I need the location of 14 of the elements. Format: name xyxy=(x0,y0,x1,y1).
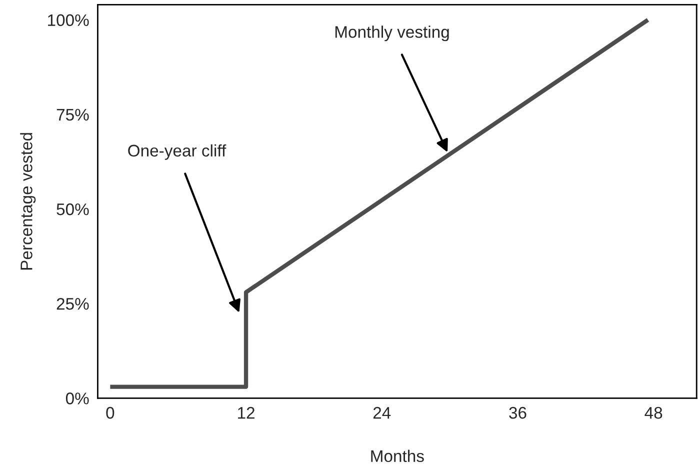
y-tick-label: 25% xyxy=(56,298,89,310)
y-axis-title: Percentage vested xyxy=(20,133,36,270)
y-tick-label: 0% xyxy=(66,392,89,404)
annotation: Monthly vesting xyxy=(335,26,449,42)
x-tick-label: 24 xyxy=(373,406,391,419)
y-tick-label: 100% xyxy=(48,14,89,26)
x-tick-label: 12 xyxy=(238,406,254,419)
x-tick-label: 0 xyxy=(106,406,114,419)
x-tick-label: 36 xyxy=(509,406,526,419)
annotation: One-year cliff xyxy=(128,144,226,160)
x-tick-label: 48 xyxy=(644,406,662,419)
y-tick-label: 75% xyxy=(56,108,89,121)
y-tick-label: 50% xyxy=(56,203,89,216)
x-axis-title: Months xyxy=(371,450,424,462)
